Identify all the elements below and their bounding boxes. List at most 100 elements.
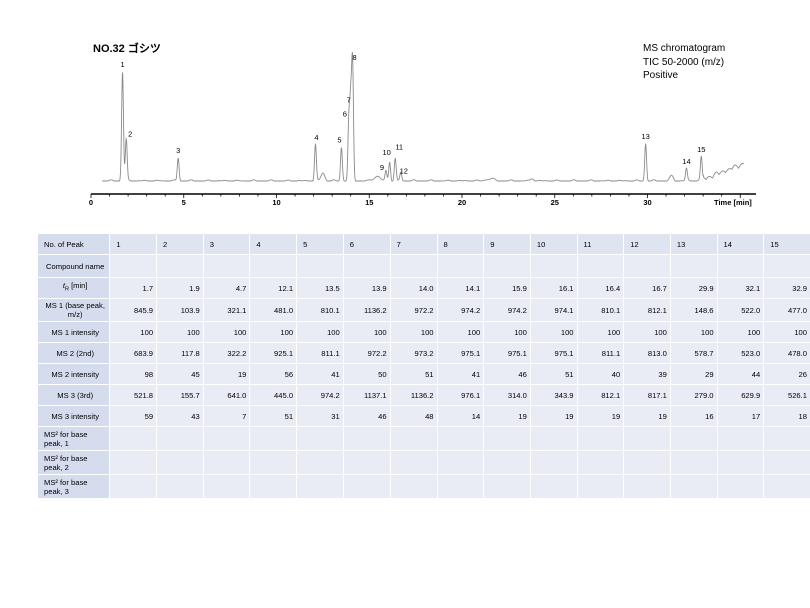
table-cell: 32.1 — [716, 277, 764, 299]
table-cell: 975.1 — [483, 342, 531, 364]
table-row: MS² for base peak, 1 — [38, 426, 810, 451]
table-cell: 100 — [436, 321, 484, 343]
table-cell — [249, 450, 297, 475]
table-cell: 279.0 — [669, 384, 718, 406]
x-tick-label: 15 — [365, 198, 373, 207]
table-cell: 1.7 — [109, 277, 157, 299]
table-cell: 810.1 — [296, 298, 344, 322]
table-cell: 812.1 — [623, 298, 671, 322]
table-cell: 59 — [109, 405, 157, 427]
x-tick-label: 10 — [272, 198, 280, 207]
table-cell: 103.9 — [156, 298, 204, 322]
table-cell — [249, 254, 297, 278]
table-cell: 7 — [202, 405, 250, 427]
table-cell: 478.0 — [763, 342, 810, 364]
row-label: MS² for base peak, 1 — [38, 426, 110, 451]
table-cell — [156, 254, 204, 278]
table-cell — [202, 450, 250, 475]
peak-label-9: 9 — [380, 163, 384, 172]
row-label: Compound name — [38, 254, 110, 278]
table-cell: 16.1 — [529, 277, 578, 299]
table-cell: 321.1 — [202, 298, 250, 322]
peak-number-10: 10 — [529, 234, 578, 255]
peak-number-15: 15 — [763, 234, 810, 255]
table-cell: 100 — [342, 321, 391, 343]
table-cell — [763, 474, 810, 499]
table-cell: 50 — [342, 363, 391, 385]
peak-label-1: 1 — [120, 60, 124, 69]
table-cell — [763, 426, 810, 451]
table-cell — [529, 426, 578, 451]
tic-trace — [102, 51, 745, 182]
table-cell — [623, 474, 671, 499]
table-cell: 972.2 — [342, 342, 391, 364]
table-row: MS 2 intensity 98 45 19 56 41 50 51 41 46 51 40 39 29… — [38, 363, 810, 385]
table-cell: 41 — [436, 363, 484, 385]
table-header-row: No. of Peak 1 2 3 4 5 6 7 8 9 10 11 12 13 14 15 — [38, 234, 810, 255]
table-cell: 39 — [623, 363, 671, 385]
table-row: tR [min] 1.7 1.9 4.7 12.1 13.5 13.9 14.0 14.1 15.… — [38, 277, 810, 299]
peak-label-12: 12 — [400, 166, 408, 175]
row-label: MS² for base peak, 2 — [38, 450, 110, 475]
peak-label-2: 2 — [128, 129, 132, 138]
row-label: MS² for base peak, 3 — [38, 474, 110, 499]
peak-number-11: 11 — [576, 234, 624, 255]
table-cell: 845.9 — [109, 298, 157, 322]
table-cell: 4.7 — [202, 277, 250, 299]
table-cell — [109, 254, 157, 278]
table-cell: 16 — [669, 405, 718, 427]
peak-number-14: 14 — [716, 234, 764, 255]
table-cell — [623, 450, 671, 475]
peak-number-4: 4 — [249, 234, 297, 255]
table-cell — [296, 426, 344, 451]
peak-number-13: 13 — [669, 234, 718, 255]
table-cell — [296, 450, 344, 475]
peak-label-7: 7 — [347, 95, 351, 104]
table-cell — [389, 254, 438, 278]
table-cell: 17 — [716, 405, 764, 427]
table-cell: 100 — [249, 321, 297, 343]
table-cell: 976.1 — [436, 384, 484, 406]
table-cell — [623, 426, 671, 451]
table-cell: 811.1 — [576, 342, 624, 364]
peak-number-1: 1 — [109, 234, 157, 255]
table-cell: 974.1 — [529, 298, 578, 322]
table-cell — [763, 450, 810, 475]
table-cell — [342, 254, 391, 278]
info-line-2: TIC 50-2000 (m/z) — [643, 56, 725, 68]
table-cell: 19 — [483, 405, 531, 427]
table-row: MS 1 (base peak, m/z) 845.9 103.9 321.1 481.… — [38, 298, 810, 322]
peak-number-7: 7 — [389, 234, 438, 255]
table-cell: 812.1 — [576, 384, 624, 406]
table-cell: 51 — [389, 363, 438, 385]
peak-label-15: 15 — [697, 145, 705, 154]
table-cell — [296, 474, 344, 499]
table-cell — [716, 426, 764, 451]
table-cell: 18 — [763, 405, 810, 427]
table-cell: 100 — [483, 321, 531, 343]
x-tick-label: 20 — [458, 198, 466, 207]
table-cell: 32.9 — [763, 277, 810, 299]
table-cell: 29.9 — [669, 277, 718, 299]
table-cell — [156, 474, 204, 499]
table-cell: 974.2 — [436, 298, 484, 322]
row-label: MS 2 intensity — [38, 363, 110, 385]
table-cell: 13.9 — [342, 277, 391, 299]
table-cell: 1.9 — [156, 277, 204, 299]
row-label: MS 1 (base peak, m/z) — [38, 298, 110, 322]
header-label: No. of Peak — [38, 234, 110, 255]
table-cell: 973.2 — [389, 342, 438, 364]
table-cell — [109, 426, 157, 451]
table-cell: 343.9 — [529, 384, 578, 406]
table-cell: 813.0 — [623, 342, 671, 364]
table-cell: 40 — [576, 363, 624, 385]
table-cell: 817.1 — [623, 384, 671, 406]
peak-label-10: 10 — [382, 148, 390, 157]
table-cell: 15.9 — [483, 277, 531, 299]
table-cell — [529, 474, 578, 499]
peak-label-4: 4 — [314, 133, 318, 142]
table-cell — [576, 254, 624, 278]
table-cell — [342, 426, 391, 451]
table-cell — [669, 426, 718, 451]
